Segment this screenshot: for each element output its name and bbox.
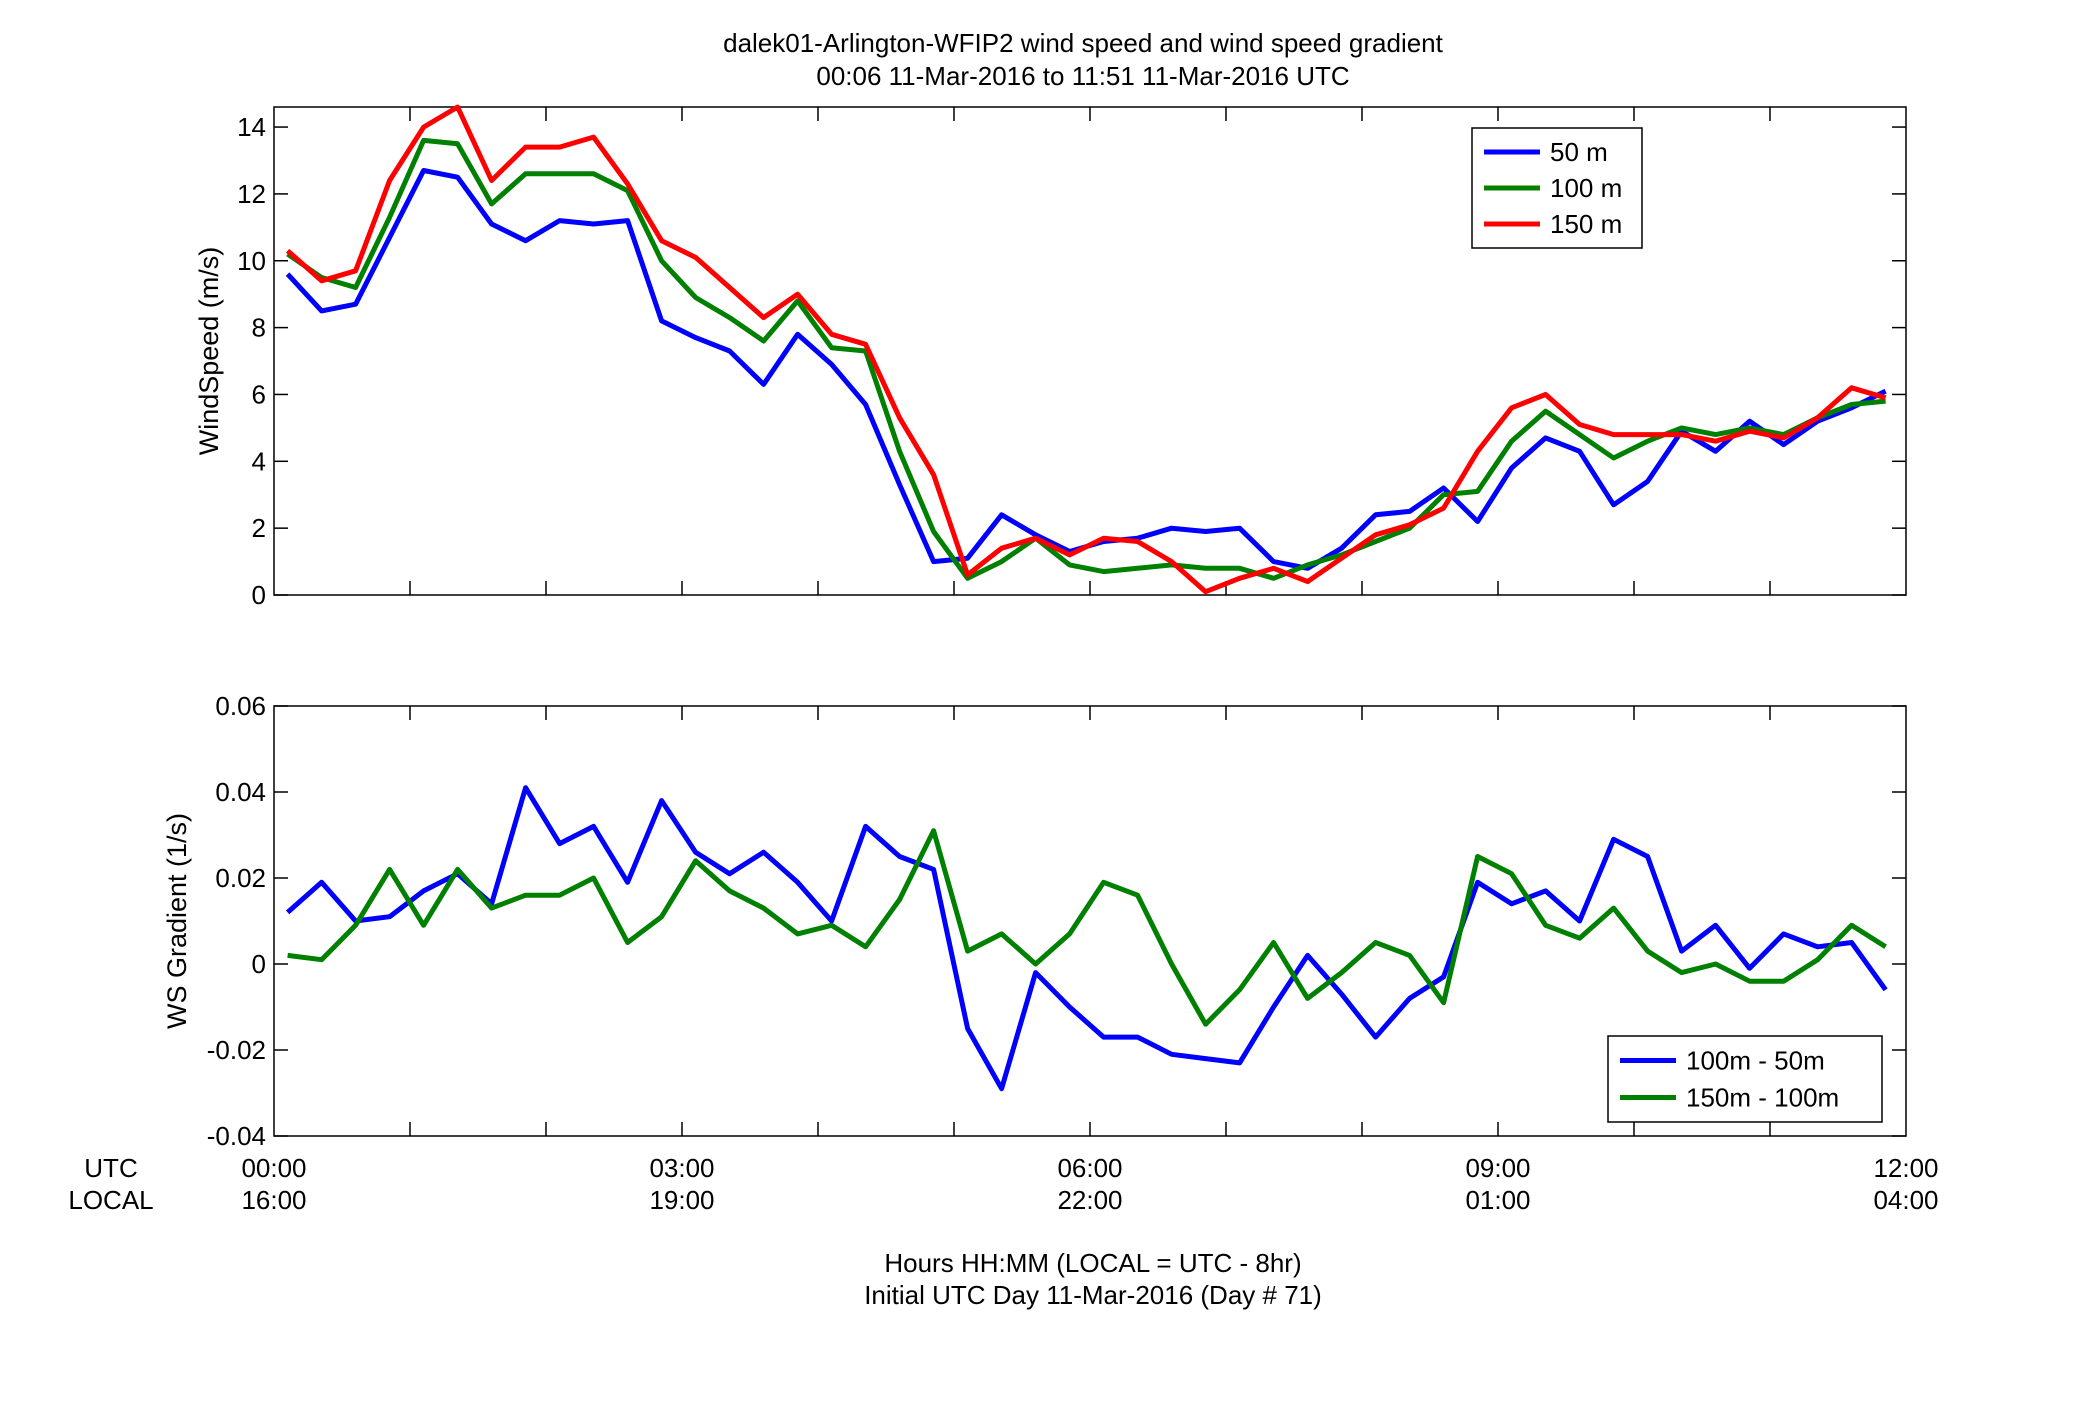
wind-speed-series-100-m-line: [286, 137, 1886, 581]
wind-speed-series-50-m-line: [285, 168, 1887, 571]
x-axis-label-line-2: Initial UTC Day 11-Mar-2016 (Day # 71): [864, 1280, 1322, 1310]
wind-speed-series-150-m-line: [285, 104, 1887, 595]
wind-speed-ytick-label: 10: [237, 246, 266, 276]
x-axis-label-line-1: Hours HH:MM (LOCAL = UTC - 8hr): [884, 1248, 1301, 1278]
wind-gradient-panel: -0.04 -0.02 0 0.02 0.04 0.06 WS Gradient (1/s)…: [162, 691, 1907, 1151]
x-tick-local-label: 04:00: [1873, 1185, 1938, 1215]
gradient-series-150m-100m-line: [287, 828, 1887, 1027]
utc-row-label: UTC: [84, 1153, 137, 1183]
x-tick-utc-label: 00:00: [241, 1153, 306, 1183]
gradient-legend-box: [1607, 1035, 1883, 1123]
x-tick-local-label: 01:00: [1465, 1185, 1530, 1215]
gradient-legend-label: 100m - 50m: [1686, 1046, 1825, 1076]
gradient-ytick-label: -0.04: [207, 1121, 266, 1151]
gradient-ytick-label: 0.04: [215, 777, 266, 807]
x-tick-utc-label: 12:00: [1873, 1153, 1938, 1183]
x-tick-local-label: 19:00: [649, 1185, 714, 1215]
gradient-ytick-label: 0: [252, 949, 266, 979]
x-tick-utc-label: 06:00: [1057, 1153, 1122, 1183]
gradient-ytick-label: 0.02: [215, 863, 266, 893]
local-row-label: LOCAL: [68, 1185, 153, 1215]
wind-speed-ytick-label: 8: [252, 313, 266, 343]
gradient-ylabel: WS Gradient (1/s): [162, 813, 192, 1029]
wind-speed-ytick-label: 0: [252, 580, 266, 610]
wind-speed-ytick-label: 6: [252, 379, 266, 409]
wind-speed-ytick-label: 12: [237, 179, 266, 209]
chart-title-line-1: dalek01-Arlington-WFIP2 wind speed and w…: [723, 28, 1444, 58]
gradient-legend-label: 150m - 100m: [1686, 1083, 1839, 1113]
x-tick-utc-label: 09:00: [1465, 1153, 1530, 1183]
x-tick-local-label: 16:00: [241, 1185, 306, 1215]
wind-speed-legend: 50 m 100 m 150 m: [1471, 127, 1643, 249]
wind-speed-ytick-label: 4: [252, 446, 266, 476]
gradient-ytick-label: -0.02: [207, 1035, 266, 1065]
wind-speed-panel: 0 2 4 6 8 10 12 14 WindSpeed (m/s) 50 m 100 m 150 m: [194, 104, 1907, 610]
x-tick-utc-label: 03:00: [649, 1153, 714, 1183]
wind-speed-ytick-label: 14: [237, 112, 266, 142]
x-tick-local-label: 22:00: [1057, 1185, 1122, 1215]
wind-speed-legend-label: 50 m: [1550, 137, 1608, 167]
chart-title-line-2: 00:06 11-Mar-2016 to 11:51 11-Mar-2016 U…: [816, 61, 1349, 91]
wind-speed-legend-label: 100 m: [1550, 173, 1622, 203]
wind-speed-ylabel: WindSpeed (m/s): [194, 247, 224, 456]
wind-speed-legend-label: 150 m: [1550, 209, 1622, 239]
gradient-series-100m-50m-line: [285, 785, 1888, 1092]
gradient-ytick-label: 0.06: [215, 691, 266, 721]
gradient-legend: 100m - 50m 150m - 100m: [1607, 1035, 1883, 1123]
wind-speed-ytick-label: 2: [252, 513, 266, 543]
